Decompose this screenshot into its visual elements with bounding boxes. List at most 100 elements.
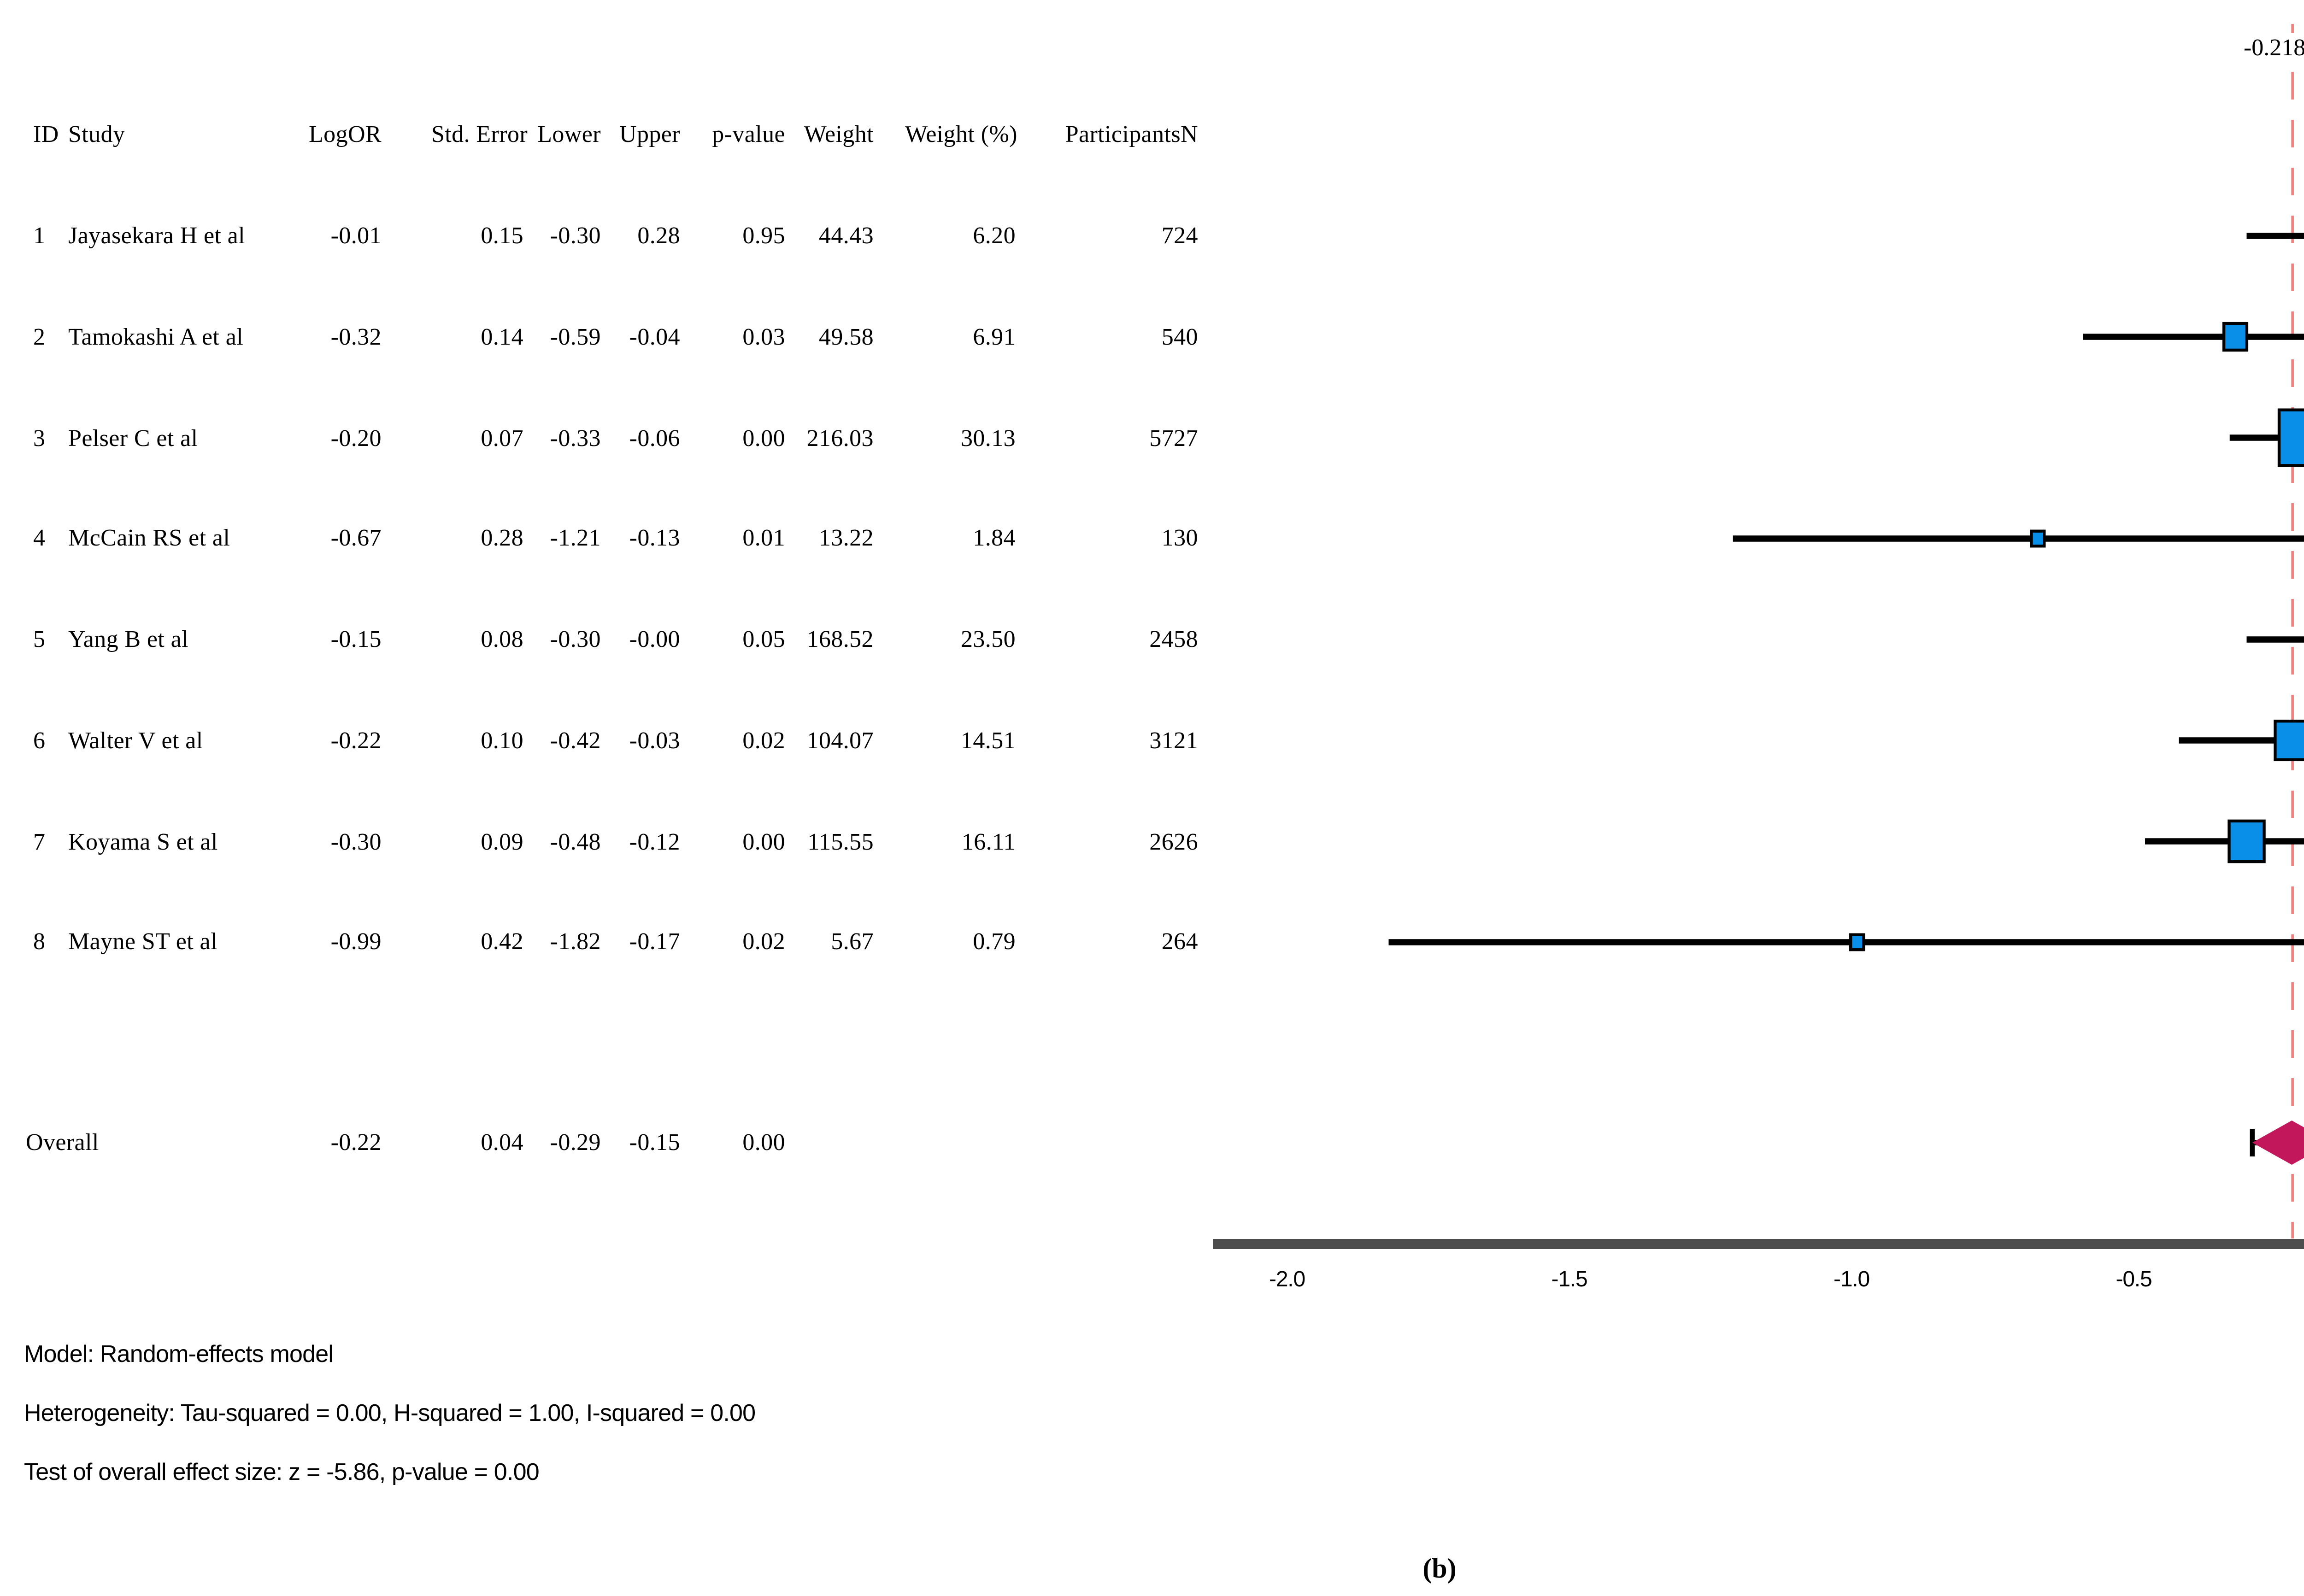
table-row-weight_pct: 6.91	[973, 322, 1016, 350]
table-row-weight: 168.52	[806, 625, 874, 652]
column-header-study: Study	[68, 120, 125, 147]
table-row-lower: -0.30	[550, 625, 601, 652]
column-header-se: Std. Error	[431, 120, 528, 147]
table-row-logor: -0.01	[330, 221, 382, 249]
table-row-upper: -0.00	[629, 625, 680, 652]
column-header-upper: Upper	[619, 120, 680, 147]
table-row-logor: -0.22	[330, 726, 382, 753]
table-row-upper: -0.17	[629, 927, 680, 955]
figure-label: (b)	[1422, 1555, 1457, 1585]
study-marker	[2030, 529, 2046, 548]
table-row-n: 3121	[1149, 726, 1198, 753]
table-row-se: 0.28	[481, 524, 523, 552]
table-row-weight: 44.43	[819, 221, 874, 249]
x-tick-label: -0.5	[2116, 1267, 2152, 1291]
table-row-weight_pct: 0.79	[973, 927, 1016, 955]
table-row-weight: 115.55	[807, 827, 874, 854]
table-row: 7 Koyama S et al -0.30 0.09 -0.48 -0.12 0.00 11…	[0, 827, 1217, 856]
study-marker	[1849, 933, 1865, 951]
table-row-lower: -1.82	[550, 927, 601, 955]
table-row-logor: -0.30	[330, 827, 382, 854]
overall-row-p: 0.00	[742, 1128, 785, 1156]
table-row-weight: 104.07	[806, 726, 874, 753]
table-row-p: 0.00	[742, 423, 785, 451]
table-row-id: 1	[33, 221, 46, 249]
table-row-upper: -0.06	[629, 423, 680, 451]
model-note: Model: Random-effects model	[24, 1340, 334, 1367]
table-row-weight_pct: 14.51	[961, 726, 1016, 753]
table-row-lower: -0.59	[550, 322, 601, 350]
table-row-upper: -0.13	[629, 524, 680, 552]
table-row-id: 5	[33, 625, 46, 652]
table-row: 3 Pelser C et al -0.20 0.07 -0.33 -0.06 0.00 21…	[0, 423, 1217, 452]
table-row-lower: -0.48	[550, 827, 601, 854]
table-row-weight_pct: 30.13	[961, 423, 1016, 451]
table-row-lower: -0.33	[550, 423, 601, 451]
overall-row-label-wrap: Overall	[0, 1128, 1217, 1157]
column-header-weight: Weight	[804, 120, 874, 147]
table-row-lower: -0.42	[550, 726, 601, 753]
table-row-weight: 216.03	[806, 423, 874, 451]
table-row-n: 2458	[1149, 625, 1198, 652]
table-row-weight: 13.22	[819, 524, 874, 552]
table-row-se: 0.15	[481, 221, 523, 249]
table-row-weight_pct: 1.84	[973, 524, 1016, 552]
overall-test-note: Test of overall effect size: z = -5.86, …	[24, 1458, 540, 1485]
x-tick-label: -1.5	[1552, 1267, 1587, 1291]
study-marker	[2274, 719, 2304, 762]
table-row-n: 724	[1161, 221, 1198, 249]
overall-row: -0.22 0.04 -0.29 -0.15 0.00	[0, 1128, 1217, 1157]
table-row: 2 Tamokashi A et al -0.32 0.14 -0.59 -0.04 0.0…	[0, 322, 1217, 352]
heterogeneity-note: Heterogeneity: Tau-squared = 0.00, H-squ…	[24, 1399, 756, 1426]
table-row-id: 8	[33, 927, 46, 955]
column-header-weight_pct: Weight (%)	[905, 120, 1017, 147]
table-row-p: 0.01	[742, 524, 785, 552]
results-table: ID Study LogOR Std. Error Lower Upper p-value W…	[0, 0, 1217, 1290]
column-header-n: ParticipantsN	[1065, 120, 1198, 147]
table-row: 8 Mayne ST et al -0.99 0.42 -1.82 -0.17 0.02 5.…	[0, 927, 1217, 957]
x-tick-label: -1.0	[1834, 1267, 1869, 1291]
table-row-p: 0.02	[742, 927, 785, 955]
table-row-id: 7	[33, 827, 46, 854]
overall-row-logor: -0.22	[330, 1128, 382, 1156]
table-row-n: 264	[1161, 927, 1198, 955]
table-row-weight_pct: 6.20	[973, 221, 1016, 249]
table-row-n: 2626	[1149, 827, 1198, 854]
table-row-lower: -1.21	[550, 524, 601, 552]
table-row-p: 0.05	[742, 625, 785, 652]
study-marker	[2222, 322, 2249, 352]
table-row: 5 Yang B et al -0.15 0.08 -0.30 -0.00 0.05 168.…	[0, 625, 1217, 654]
table-row-upper: -0.04	[629, 322, 680, 350]
table-row-lower: -0.30	[550, 221, 601, 249]
table-row-logor: -0.67	[330, 524, 382, 552]
table-row-p: 0.95	[742, 221, 785, 249]
table-row-se: 0.08	[481, 625, 523, 652]
table-row-n: 130	[1161, 524, 1198, 552]
table-row-study: Pelser C et al	[68, 423, 198, 451]
table-row-upper: 0.28	[637, 221, 680, 249]
table-row-logor: -0.20	[330, 423, 382, 451]
table-row-n: 540	[1161, 322, 1198, 350]
column-header: ID Study LogOR Std. Error Lower Upper p-value W…	[0, 120, 1217, 149]
table-row: 6 Walter V et al -0.22 0.10 -0.42 -0.03 0.02 10…	[0, 726, 1217, 755]
column-header-logor: LogOR	[309, 120, 382, 147]
table-row-study: Yang B et al	[68, 625, 188, 652]
overall-diamond	[2252, 1121, 2304, 1165]
table-row-se: 0.10	[481, 726, 523, 753]
table-row-study: Jayasekara H et al	[68, 221, 245, 249]
study-marker	[2228, 819, 2266, 863]
x-tick-label: -2.0	[1269, 1267, 1305, 1291]
table-row: 1 Jayasekara H et al -0.01 0.15 -0.30 0.28 0.9…	[0, 221, 1217, 251]
table-row-weight: 5.67	[831, 927, 874, 955]
overall-row-label: Overall	[26, 1128, 99, 1156]
table-row: 4 McCain RS et al -0.67 0.28 -1.21 -0.13 0.01 1…	[0, 524, 1217, 553]
column-header-p: p-value	[712, 120, 785, 147]
table-row-id: 3	[33, 423, 46, 451]
table-row-study: Koyama S et al	[68, 827, 218, 854]
table-row-study: Tamokashi A et al	[68, 322, 244, 350]
table-row-p: 0.02	[742, 726, 785, 753]
table-row-logor: -0.99	[330, 927, 382, 955]
table-row-id: 2	[33, 322, 46, 350]
